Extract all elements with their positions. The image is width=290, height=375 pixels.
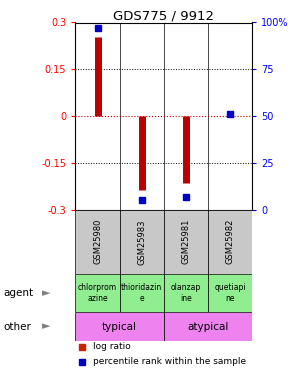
- Text: thioridazin
e: thioridazin e: [121, 283, 162, 303]
- Text: other: other: [3, 322, 31, 332]
- Text: atypical: atypical: [187, 322, 229, 332]
- Bar: [75, 312, 164, 341]
- Text: log ratio: log ratio: [93, 342, 131, 351]
- Bar: [75, 274, 119, 312]
- Text: GSM25983: GSM25983: [137, 219, 146, 264]
- Text: ►: ►: [42, 288, 50, 298]
- Text: olanzap
ine: olanzap ine: [171, 283, 201, 303]
- Bar: [164, 274, 208, 312]
- Text: chlorprom
azine: chlorprom azine: [78, 283, 117, 303]
- Title: GDS775 / 9912: GDS775 / 9912: [113, 9, 214, 22]
- Text: GSM25980: GSM25980: [93, 219, 102, 264]
- Bar: [119, 210, 164, 274]
- Text: agent: agent: [3, 288, 33, 298]
- Bar: [164, 312, 252, 341]
- Bar: [208, 274, 252, 312]
- Text: ►: ►: [42, 322, 50, 332]
- Text: typical: typical: [102, 322, 137, 332]
- Text: GSM25982: GSM25982: [226, 219, 235, 264]
- Bar: [75, 210, 119, 274]
- Text: GSM25981: GSM25981: [182, 219, 191, 264]
- Bar: [208, 210, 252, 274]
- Text: percentile rank within the sample: percentile rank within the sample: [93, 357, 246, 366]
- Text: quetiapi
ne: quetiapi ne: [214, 283, 246, 303]
- Bar: [119, 274, 164, 312]
- Bar: [164, 210, 208, 274]
